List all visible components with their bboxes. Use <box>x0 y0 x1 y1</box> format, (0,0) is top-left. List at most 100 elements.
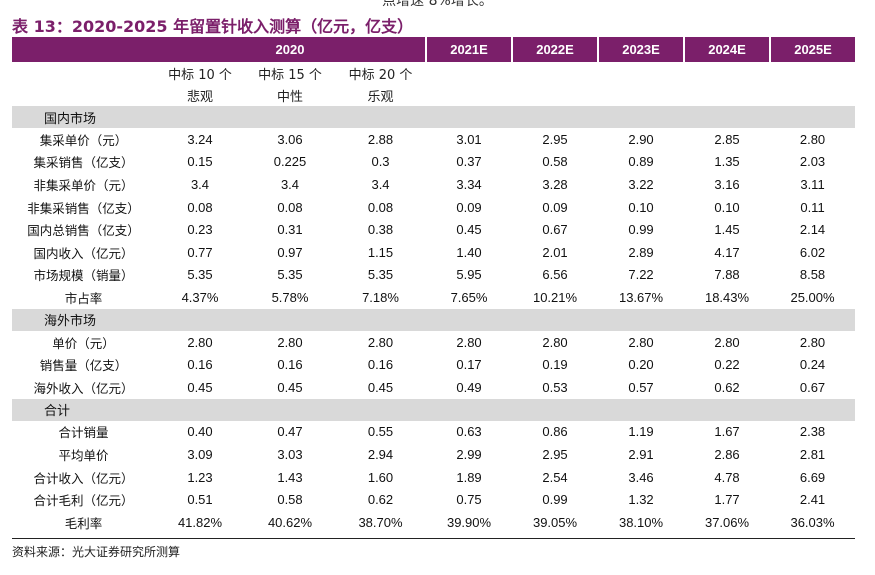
header-year-2020: 2020 <box>155 37 427 62</box>
value-cell: 0.11 <box>800 199 825 215</box>
value-cell: 0.99 <box>542 492 568 508</box>
value-cell: 0.17 <box>456 357 482 373</box>
header-year: 2022E <box>511 37 599 62</box>
scenario-row-2: 悲观 中性 乐观 <box>12 84 855 106</box>
value-cell: 1.43 <box>277 469 303 485</box>
value-cell: 0.20 <box>628 357 654 373</box>
table-body: 国内市场 集采单价（元） 3.24 3.06 2.88 3.01 2.95 2.90 2.85 2… <box>12 106 856 534</box>
value-cell: 39.90% <box>446 514 492 530</box>
table-title: 表 13：2020-2025 年留置针收入测算（亿元，亿支） <box>12 17 414 36</box>
scenario-outlook: 悲观 <box>186 89 213 105</box>
table-row: 毛利率 41.82% 40.62% 38.70% 39.90% 39.05% 38.10% 3… <box>12 511 855 534</box>
row-label: 集采销售（亿支） <box>33 155 134 171</box>
section-title: 国内市场 <box>44 111 97 127</box>
table-row: 合计销量 0.40 0.47 0.55 0.63 0.86 1.19 1.67 2.38 <box>12 421 855 444</box>
value-cell: 3.4 <box>280 176 300 192</box>
value-cell: 0.40 <box>187 424 213 440</box>
value-cell: 1.19 <box>628 424 654 440</box>
value-cell: 0.75 <box>456 492 482 508</box>
value-cell: 0.49 <box>456 379 482 395</box>
table-row: 销售量（亿支） 0.16 0.16 0.16 0.17 0.19 0.20 0.22 0.24 <box>12 353 855 376</box>
value-cell: 3.46 <box>628 469 654 485</box>
scenario-row-1: 中标 10 个 中标 15 个 中标 20 个 <box>12 62 855 84</box>
value-cell: 0.16 <box>277 357 303 373</box>
value-cell: 0.62 <box>714 379 740 395</box>
value-cell: 3.06 <box>277 131 303 147</box>
value-cell: 0.38 <box>367 222 394 238</box>
row-label: 国内收入（亿元） <box>33 245 134 261</box>
value-cell: 0.09 <box>542 199 568 215</box>
value-cell: 0.09 <box>456 199 482 215</box>
row-label: 市场规模（销量） <box>33 268 134 284</box>
value-cell: 38.10% <box>618 514 664 530</box>
value-cell: 2.80 <box>542 334 568 350</box>
value-cell: 2.38 <box>799 424 826 440</box>
row-label: 合计销量 <box>58 425 109 441</box>
scenario-bid-count: 中标 20 个 <box>348 67 413 83</box>
value-cell: 3.24 <box>187 131 213 147</box>
value-cell: 2.54 <box>542 469 568 485</box>
value-cell: 0.10 <box>628 199 654 215</box>
value-cell: 0.63 <box>456 424 482 440</box>
value-cell: 0.19 <box>542 357 568 373</box>
value-cell: 0.97 <box>277 244 303 260</box>
row-label: 销售量（亿支） <box>39 358 128 374</box>
table-row: 非集采单价（元） 3.4 3.4 3.4 3.34 3.28 3.22 3.16 3.11 <box>12 173 855 196</box>
value-cell: 6.69 <box>799 469 826 485</box>
value-cell: 4.78 <box>714 469 740 485</box>
value-cell: 1.40 <box>456 244 482 260</box>
value-cell: 0.16 <box>367 357 394 373</box>
table-row: 海外收入（亿元） 0.45 0.45 0.45 0.49 0.53 0.57 0.62 0.67 <box>12 376 855 399</box>
value-cell: 2.80 <box>628 334 654 350</box>
table-row: 合计毛利（亿元） 0.51 0.58 0.62 0.75 0.99 1.32 1.77 2.41 <box>12 488 855 511</box>
value-cell: 1.23 <box>187 469 213 485</box>
value-cell: 40.62% <box>267 514 313 530</box>
value-cell: 2.80 <box>799 334 826 350</box>
value-cell: 2.03 <box>799 154 826 170</box>
row-label: 海外收入（亿元） <box>33 380 134 396</box>
row-label: 市占率 <box>64 290 103 306</box>
value-cell: 2.95 <box>542 131 568 147</box>
value-cell: 0.45 <box>456 222 482 238</box>
table-row: 集采销售（亿支） 0.15 0.225 0.3 0.37 0.58 0.89 1.35 2.03 <box>12 151 855 174</box>
value-cell: 2.88 <box>367 131 394 147</box>
value-cell: 2.91 <box>628 446 654 462</box>
section-header-row: 国内市场 <box>12 106 856 128</box>
value-cell: 7.65% <box>450 289 488 305</box>
value-cell: 1.60 <box>367 469 394 485</box>
value-cell: 13.67% <box>618 289 664 305</box>
value-cell: 0.51 <box>187 492 213 508</box>
row-label: 单价（元） <box>52 335 115 351</box>
row-label: 国内总销售（亿支） <box>27 223 140 239</box>
header-year: 2021E <box>425 37 513 62</box>
row-label: 合计毛利（亿元） <box>33 493 134 509</box>
row-label: 合计收入（亿元） <box>33 470 134 486</box>
section-title: 合计 <box>44 404 71 420</box>
value-cell: 3.4 <box>371 176 390 192</box>
value-cell: 2.95 <box>542 446 568 462</box>
value-cell: 0.62 <box>367 492 394 508</box>
value-cell: 0.45 <box>277 379 303 395</box>
value-cell: 0.99 <box>628 222 654 238</box>
scenario-outlook: 中性 <box>276 89 303 105</box>
header-row: 2020 2021E 2022E 2023E 2024E 2025E <box>12 37 856 62</box>
value-cell: 0.86 <box>542 424 568 440</box>
value-cell: 1.67 <box>714 424 740 440</box>
scenario-bid-count: 中标 10 个 <box>168 67 232 83</box>
value-cell: 25.00% <box>790 289 835 305</box>
value-cell: 0.08 <box>367 199 394 215</box>
value-cell: 3.01 <box>456 131 482 147</box>
value-cell: 0.08 <box>187 199 213 215</box>
value-cell: 1.45 <box>714 222 740 238</box>
value-cell: 2.90 <box>628 131 654 147</box>
value-cell: 0.10 <box>714 199 740 215</box>
value-cell: 3.22 <box>628 176 654 192</box>
value-cell: 18.43% <box>704 289 750 305</box>
table-row: 市场规模（销量） 5.35 5.35 5.35 5.95 6.56 7.22 7.88 8.58 <box>12 264 855 287</box>
value-cell: 2.80 <box>367 334 394 350</box>
header-year: 2024E <box>683 37 771 62</box>
value-cell: 1.35 <box>714 154 740 170</box>
value-cell: 0.225 <box>273 154 307 170</box>
value-cell: 7.88 <box>714 267 740 283</box>
clipped-preceding-text: 点增速 8%增长。 <box>382 0 493 9</box>
